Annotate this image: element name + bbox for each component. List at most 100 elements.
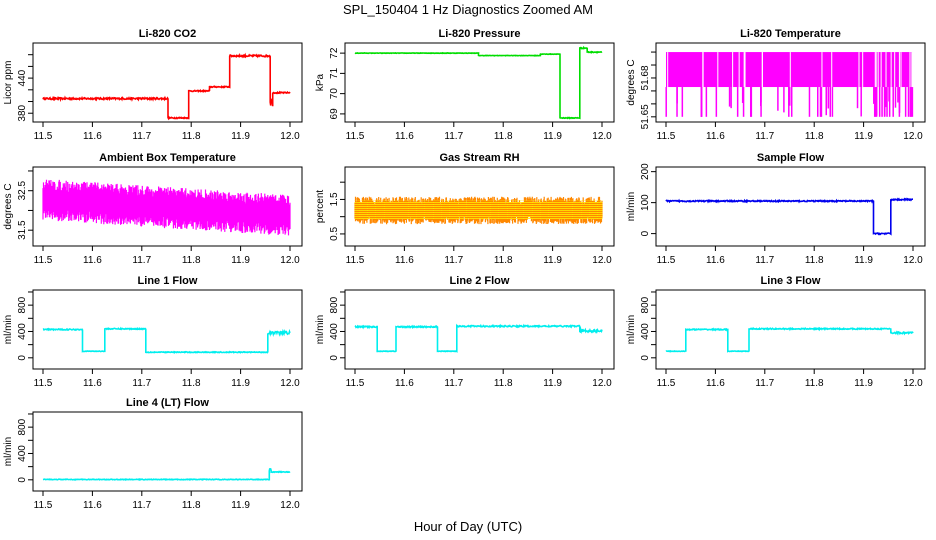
y-tick-label: 100 (640, 194, 651, 211)
x-tick-label: 11.6 (83, 378, 102, 389)
data-series (42, 467, 291, 482)
data-series (42, 52, 291, 121)
y-tick-label: 31.5 (17, 220, 28, 240)
panel-sample-flow: Sample Flow 11.5 11.6 11.7 11.8 11.9 12.0 0 100 2… (626, 152, 926, 266)
y-axis-label: ml/min (3, 315, 14, 344)
data-series (665, 197, 913, 236)
x-tick-label: 11.5 (657, 255, 676, 266)
y-tick-label: 800 (17, 418, 28, 435)
x-tick-label: 11.7 (444, 378, 463, 389)
x-tick-label: 11.5 (34, 255, 53, 266)
plot-box (344, 166, 615, 247)
panel-line-3-flow: Line 3 Flow 11.5 11.6 11.7 11.8 11.9 12.0 0 400 8… (626, 275, 926, 389)
y-tick-label: 800 (329, 296, 340, 313)
x-tick-label: 11.7 (755, 378, 774, 389)
panel-line-4-lt-flow: Line 4 (LT) Flow 11.5 11.6 11.7 11.8 11.9 12.0… (3, 397, 303, 511)
x-tick-label: 11.8 (182, 500, 201, 511)
data-series (665, 326, 914, 353)
x-tick-label: 12.0 (903, 255, 923, 266)
plot-box (655, 289, 926, 370)
y-axis-label: ml/min (626, 315, 637, 344)
x-tick-label: 11.9 (231, 255, 250, 266)
plot-box (32, 289, 303, 370)
panel-li-820-pressure: Li-820 Pressure 11.5 11.6 11.7 11.8 11.9 12.0 6… (315, 28, 615, 142)
x-tick-label: 12.0 (592, 378, 612, 389)
panel-title: Line 1 Flow (138, 275, 198, 287)
x-tick-label: 11.7 (444, 131, 463, 142)
panel-li-820-co2: Li-820 CO2 11.5 11.6 11.7 11.8 11.9 12.0 380 440… (3, 28, 303, 142)
plot-box (32, 411, 303, 492)
y-tick-label: 400 (17, 323, 28, 340)
x-tick-label: 11.6 (706, 131, 725, 142)
y-axis-label: Licor ppm (3, 61, 14, 105)
plot-box (32, 166, 303, 247)
x-tick-label: 11.8 (494, 131, 513, 142)
x-tick-label: 11.8 (494, 255, 513, 266)
x-tick-label: 11.9 (231, 500, 250, 511)
plot-box (655, 166, 926, 247)
y-axis-label: percent (315, 190, 326, 224)
panel-title: Gas Stream RH (439, 152, 519, 164)
x-tick-label: 11.9 (854, 378, 873, 389)
y-tick-label: 800 (17, 296, 28, 313)
x-tick-label: 11.8 (182, 378, 201, 389)
y-tick-label: 72 (329, 47, 340, 59)
panel-title: Line 2 Flow (450, 275, 510, 287)
plot-box (344, 289, 615, 370)
x-tick-label: 12.0 (280, 378, 300, 389)
data-series (354, 323, 603, 353)
y-axis-label: ml/min (3, 437, 14, 466)
series-line (354, 323, 603, 353)
main-title: SPL_150404 1 Hz Diagnostics Zoomed AM (343, 2, 593, 17)
panel-title: Li-820 Temperature (740, 28, 841, 40)
x-tick-label: 11.7 (444, 255, 463, 266)
x-tick-label: 11.6 (395, 255, 414, 266)
x-tick-label: 11.6 (395, 131, 414, 142)
x-tick-label: 11.6 (706, 255, 725, 266)
panel-title: Ambient Box Temperature (99, 152, 236, 164)
x-tick-label: 11.7 (132, 378, 151, 389)
y-tick-label: 71 (329, 67, 340, 79)
y-axis-label: ml/min (626, 192, 637, 221)
data-series (665, 52, 914, 117)
x-tick-label: 11.6 (83, 255, 102, 266)
x-tick-label: 11.8 (494, 378, 513, 389)
x-tick-label: 11.9 (854, 255, 873, 266)
x-tick-label: 11.5 (34, 131, 53, 142)
panel-title: Line 4 (LT) Flow (126, 397, 209, 409)
y-tick-label: 440 (17, 69, 28, 86)
series-line (42, 326, 291, 354)
x-tick-label: 11.5 (346, 255, 365, 266)
x-tick-label: 11.9 (231, 131, 250, 142)
x-axis-label: Hour of Day (UTC) (414, 519, 522, 534)
panel-gas-stream-rh: Gas Stream RH 11.5 11.6 11.7 11.8 11.9 12.0 0.5… (315, 152, 615, 266)
y-tick-label: 0 (17, 355, 28, 361)
series-line (354, 45, 603, 120)
x-tick-label: 11.6 (83, 131, 102, 142)
y-tick-label: 400 (329, 323, 340, 340)
y-tick-label: 0 (329, 355, 340, 361)
x-tick-label: 11.5 (657, 378, 676, 389)
x-tick-label: 11.6 (706, 378, 725, 389)
y-tick-label: 51.68 (640, 65, 651, 90)
x-tick-label: 11.5 (346, 378, 365, 389)
data-series (42, 326, 291, 354)
y-tick-label: 0 (640, 355, 651, 361)
data-series (354, 196, 603, 225)
x-tick-label: 11.8 (805, 378, 824, 389)
x-tick-label: 12.0 (280, 131, 300, 142)
y-tick-label: 1.5 (329, 192, 340, 206)
x-tick-label: 11.5 (657, 131, 676, 142)
y-tick-label: 380 (17, 104, 28, 121)
x-tick-label: 12.0 (592, 131, 612, 142)
y-tick-label: 200 (640, 163, 651, 180)
x-tick-label: 11.8 (182, 131, 201, 142)
y-tick-label: 400 (17, 445, 28, 462)
x-tick-label: 12.0 (592, 255, 612, 266)
x-tick-label: 11.9 (543, 255, 562, 266)
series-line (665, 326, 914, 353)
x-tick-label: 11.8 (805, 255, 824, 266)
x-tick-label: 11.7 (132, 131, 151, 142)
x-tick-label: 12.0 (280, 500, 300, 511)
